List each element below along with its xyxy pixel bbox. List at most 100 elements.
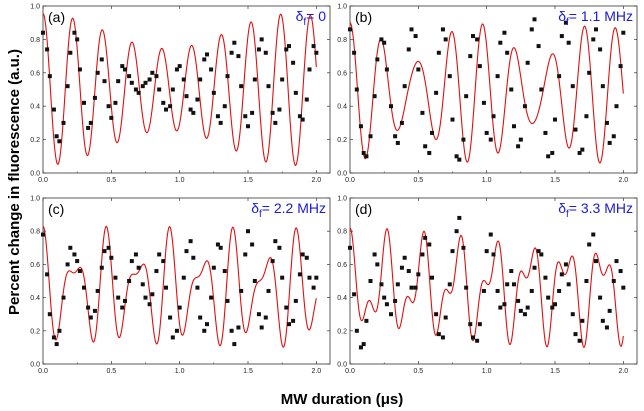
data-point-c	[209, 295, 214, 300]
data-point-a	[120, 64, 125, 69]
data-point-d	[427, 242, 432, 247]
data-point-c	[259, 325, 264, 330]
y-axis-title: Percent change in fluorescence (a.u.)	[6, 49, 23, 315]
detuning-value-c: = 2.2 MHz	[262, 200, 326, 216]
data-point-b	[468, 54, 473, 59]
data-point-a	[300, 117, 305, 122]
data-point-d	[529, 288, 534, 293]
data-point-b	[358, 124, 363, 129]
x-tick-label-a-0: 0.0	[38, 177, 48, 184]
data-point-c	[287, 322, 291, 327]
data-point-b	[573, 127, 578, 132]
data-point-d	[522, 312, 527, 317]
data-point-c	[102, 249, 107, 254]
data-point-c	[177, 305, 182, 310]
data-point-c	[136, 265, 141, 270]
data-point-b	[481, 100, 486, 105]
data-point-d	[361, 342, 366, 347]
data-point-a	[243, 114, 248, 119]
data-point-a	[161, 100, 166, 105]
data-point-b	[607, 140, 612, 145]
data-point-c	[314, 275, 319, 280]
x-tick-label-a-2: 1.0	[175, 177, 185, 184]
data-point-c	[143, 295, 148, 300]
data-point-a	[54, 134, 59, 139]
data-point-a	[51, 107, 56, 112]
data-point-c	[181, 275, 186, 280]
data-point-d	[348, 245, 352, 250]
y-tick-label-b-4: 0.8	[337, 37, 347, 44]
data-point-d	[399, 265, 404, 270]
data-point-d	[598, 295, 603, 300]
data-point-b	[443, 37, 448, 42]
panel-d: 0.0 0.5 1.0 1.5 2.0 0.0 0.2 0.4 0.6 0.8 1.0 (d) δf= …	[337, 196, 638, 375]
data-point-c	[211, 265, 216, 270]
data-point-d	[491, 252, 496, 257]
detuning-label-d: δf= 3.3 MHz	[558, 200, 633, 220]
data-point-b	[416, 67, 421, 72]
data-point-b	[498, 40, 503, 45]
data-point-d	[464, 285, 469, 290]
detuning-value-b: = 1.1 MHz	[569, 8, 633, 24]
data-point-b	[430, 130, 434, 135]
y-tick-label-d-4: 0.8	[337, 229, 347, 236]
data-point-b	[368, 134, 373, 139]
data-point-b	[621, 30, 626, 35]
data-point-d	[525, 305, 530, 310]
data-point-c	[284, 305, 289, 310]
data-point-b	[557, 74, 562, 79]
data-point-a	[92, 95, 97, 100]
data-point-c	[116, 295, 121, 300]
data-point-c	[270, 259, 275, 264]
data-point-c	[256, 312, 261, 317]
data-point-c	[170, 335, 175, 340]
data-point-c	[51, 335, 56, 340]
data-point-a	[41, 30, 45, 35]
data-point-d	[614, 259, 619, 264]
detuning-symbol-c: δ	[251, 200, 259, 216]
data-point-d	[440, 335, 445, 340]
data-point-d	[454, 229, 459, 234]
data-point-b	[427, 150, 432, 155]
data-point-a	[202, 57, 207, 62]
detuning-subscript-c: f	[259, 209, 262, 220]
data-point-c	[307, 275, 312, 280]
data-point-b	[436, 50, 441, 55]
data-point-c	[82, 285, 86, 290]
data-point-d	[550, 305, 555, 310]
data-point-b	[384, 67, 389, 72]
data-point-b	[402, 84, 407, 89]
data-point-a	[209, 67, 214, 72]
y-tick-label-b-5: 1.0	[337, 4, 347, 11]
data-point-a	[225, 74, 230, 79]
data-point-a	[95, 70, 100, 75]
data-point-c	[109, 255, 114, 260]
data-point-c	[150, 292, 155, 297]
detuning-subscript-b: f	[566, 17, 569, 28]
data-point-a	[150, 70, 155, 75]
y-tick-label-a-4: 0.8	[30, 37, 40, 44]
data-point-d	[461, 245, 466, 250]
data-point-c	[184, 249, 189, 254]
data-point-a	[311, 44, 316, 49]
data-point-d	[594, 259, 598, 264]
data-point-a	[273, 120, 278, 125]
y-tick-label-d-1: 0.2	[337, 328, 347, 335]
data-point-b	[477, 64, 482, 69]
data-point-d	[358, 345, 363, 350]
y-tick-label-c-3: 0.6	[30, 262, 40, 269]
data-point-a	[280, 77, 285, 82]
data-point-c	[154, 269, 159, 274]
data-point-b	[409, 27, 414, 32]
data-point-a	[123, 67, 127, 72]
data-point-b	[364, 154, 369, 159]
data-point-c	[65, 262, 70, 267]
data-point-b	[352, 50, 357, 55]
x-tick-label-a-3: 1.5	[243, 177, 253, 184]
data-point-d	[509, 269, 514, 274]
data-point-a	[191, 110, 196, 115]
data-point-a	[181, 77, 186, 82]
data-point-d	[389, 312, 393, 317]
y-tick-label-c-1: 0.2	[30, 328, 40, 335]
